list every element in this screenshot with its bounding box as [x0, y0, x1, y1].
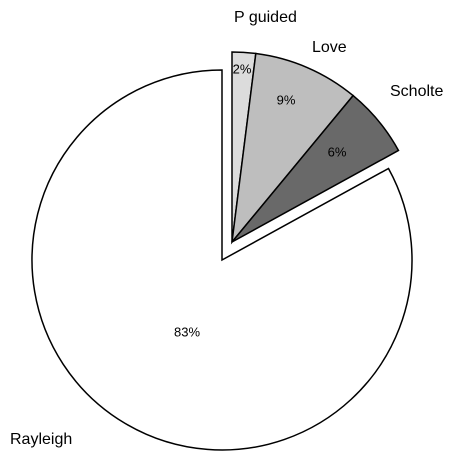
slice-label: Love	[312, 39, 347, 56]
value-label: 2%	[233, 61, 252, 76]
slice-label: Scholte	[390, 83, 443, 100]
value-label: 9%	[277, 92, 296, 107]
pie-slice	[31, 69, 413, 451]
value-label: 6%	[328, 144, 347, 159]
pie-slice	[231, 94, 400, 243]
value-label: 83%	[174, 324, 200, 339]
pie-slice	[230, 52, 355, 245]
slice-label: Rayleigh	[10, 431, 72, 448]
slice-label: P guided	[234, 9, 297, 26]
